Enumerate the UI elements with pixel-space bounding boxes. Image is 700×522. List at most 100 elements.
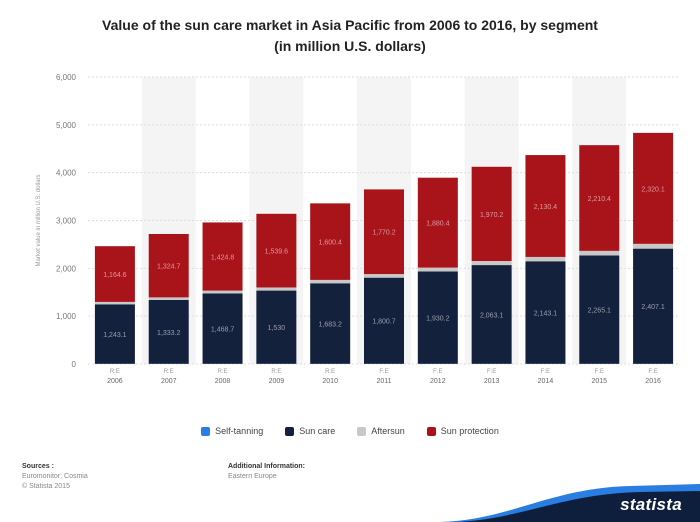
bar-aftersun xyxy=(525,256,566,262)
sun-care-market-chart: 0 1,000 2,000 3,000 4,000 5,000 6,000 Market va… xyxy=(36,73,680,385)
bar-sun-protection xyxy=(148,233,189,298)
sources-line-1: Euromonitor; Cosmia xyxy=(22,473,88,480)
bar-sun-care xyxy=(471,265,512,364)
legend-swatch xyxy=(357,426,367,436)
data-label-sun-care: 2,407.1 xyxy=(641,304,664,311)
x-tick-label: 2011 xyxy=(376,378,391,385)
data-label-sun-care: 1,468.7 xyxy=(211,327,234,334)
additional-information-block: Additional Information: Eastern Europe xyxy=(228,462,305,482)
legend-item-self-tanning[interactable]: Self-tanning xyxy=(201,426,263,436)
data-label-sun-care: 1,243.1 xyxy=(103,332,126,339)
data-label-sun-protection: 1,970.2 xyxy=(480,212,503,219)
legend-swatch xyxy=(285,426,295,436)
data-label-sun-care: 2,143.1 xyxy=(534,311,557,318)
x-tick-sublabel: F:E xyxy=(541,369,550,375)
sources-block: Sources : Euromonitor; Cosmia © Statista… xyxy=(22,462,88,492)
x-tick-label: 2012 xyxy=(430,378,446,385)
bar-sun-care xyxy=(202,293,243,364)
x-tick-label: 2014 xyxy=(538,378,554,385)
data-label-sun-care: 1,800.7 xyxy=(372,319,395,326)
data-label-sun-protection: 1,770.2 xyxy=(372,230,395,237)
bar-aftersun xyxy=(202,290,243,294)
statista-logo[interactable]: statista xyxy=(620,495,682,514)
data-label-sun-protection: 1,539.6 xyxy=(265,249,288,256)
bar-sun-protection xyxy=(94,246,135,302)
bar-aftersun xyxy=(364,274,404,278)
x-tick-label: 2013 xyxy=(484,378,500,385)
chart-title-line-1: Value of the sun care market in Asia Pac… xyxy=(102,17,598,33)
bar-aftersun xyxy=(94,301,135,305)
bar-aftersun xyxy=(417,267,458,272)
data-label-sun-protection: 1,880.4 xyxy=(426,221,449,228)
bar-aftersun xyxy=(310,279,351,284)
data-label-sun-care: 1,930.2 xyxy=(426,316,449,323)
data-label-sun-protection: 1,600.4 xyxy=(319,240,342,247)
data-label-sun-care: 2,063.1 xyxy=(480,312,503,319)
x-tick-sublabel: F:E xyxy=(487,369,496,375)
bar-sun-protection xyxy=(364,189,404,275)
bar-sun-protection xyxy=(525,155,566,257)
x-tick-sublabel: R:E xyxy=(164,369,174,375)
bar-aftersun xyxy=(471,261,512,266)
legend-label: Self-tanning xyxy=(215,426,264,436)
y-tick-label: 0 xyxy=(72,360,77,369)
brand-footer-bar xyxy=(440,484,700,522)
x-tick-sublabel: R:E xyxy=(218,369,228,375)
y-tick-label: 6,000 xyxy=(56,73,77,82)
bar-sun-protection xyxy=(633,132,674,244)
legend-swatch xyxy=(426,426,436,436)
bar-sun-protection xyxy=(256,213,297,288)
y-tick-label: 1,000 xyxy=(56,312,77,321)
bar-sun-care xyxy=(417,271,458,364)
x-tick-sublabel: R:E xyxy=(110,369,120,375)
x-tick-label: 2016 xyxy=(645,378,661,385)
x-tick-label: 2010 xyxy=(322,378,338,385)
bar-aftersun xyxy=(256,287,297,291)
data-label-sun-care: 1,333.2 xyxy=(157,330,180,337)
bar-sun-protection xyxy=(471,166,512,262)
data-label-sun-protection: 1,324.7 xyxy=(157,264,180,271)
data-label-sun-protection: 2,210.4 xyxy=(588,196,611,203)
x-tick-sublabel: R:E xyxy=(271,369,281,375)
bar-sun-protection xyxy=(579,145,620,251)
additional-information-line-1: Eastern Europe xyxy=(228,473,277,480)
bar-sun-care xyxy=(310,283,351,364)
x-tick-sublabel: F:E xyxy=(379,369,388,375)
x-tick-label: 2008 xyxy=(215,378,231,385)
x-tick-sublabel: F:E xyxy=(595,369,604,375)
y-tick-label: 5,000 xyxy=(56,121,77,130)
data-label-sun-protection: 1,164.6 xyxy=(103,272,126,279)
bar-sun-care xyxy=(525,261,566,364)
y-axis-label: Market value in million U.S. dollars xyxy=(36,174,42,266)
bar-sun-protection xyxy=(310,203,351,280)
legend-label: Sun care xyxy=(299,426,336,436)
x-tick-sublabel: R:E xyxy=(325,369,335,375)
bar-aftersun xyxy=(148,297,189,300)
bar-sun-care xyxy=(364,277,404,364)
sources-line-2: © Statista 2015 xyxy=(22,483,70,490)
chart-title: Value of the sun care market in Asia Pac… xyxy=(0,15,700,57)
bar-sun-care xyxy=(148,299,189,364)
data-label-sun-care: 1,683.2 xyxy=(319,322,342,329)
x-tick-label: 2015 xyxy=(591,378,607,385)
y-tick-label: 4,000 xyxy=(56,169,77,178)
bar-sun-protection xyxy=(417,177,458,268)
additional-information-heading: Additional Information: xyxy=(228,463,305,470)
legend-item-sun-care[interactable]: Sun care xyxy=(285,426,335,436)
legend-label: Sun protection xyxy=(440,426,499,436)
data-label-sun-protection: 2,130.4 xyxy=(534,204,557,211)
legend-item-sun-protection[interactable]: Sun protection xyxy=(426,426,499,436)
x-tick-label: 2007 xyxy=(161,378,177,385)
bar-sun-care xyxy=(633,248,674,364)
data-label-sun-protection: 1,424.8 xyxy=(211,255,234,262)
y-tick-label: 3,000 xyxy=(56,217,77,226)
bar-aftersun xyxy=(633,243,674,249)
data-label-sun-protection: 2,320.1 xyxy=(641,186,664,193)
brand-footer-shape xyxy=(454,491,700,522)
bar-sun-care xyxy=(94,304,135,364)
legend-label: Aftersun xyxy=(371,426,405,436)
data-label-sun-care: 2,265.1 xyxy=(588,308,611,315)
legend-item-aftersun[interactable]: Aftersun xyxy=(357,426,405,436)
x-tick-label: 2009 xyxy=(269,378,285,385)
bar-aftersun xyxy=(579,250,620,256)
